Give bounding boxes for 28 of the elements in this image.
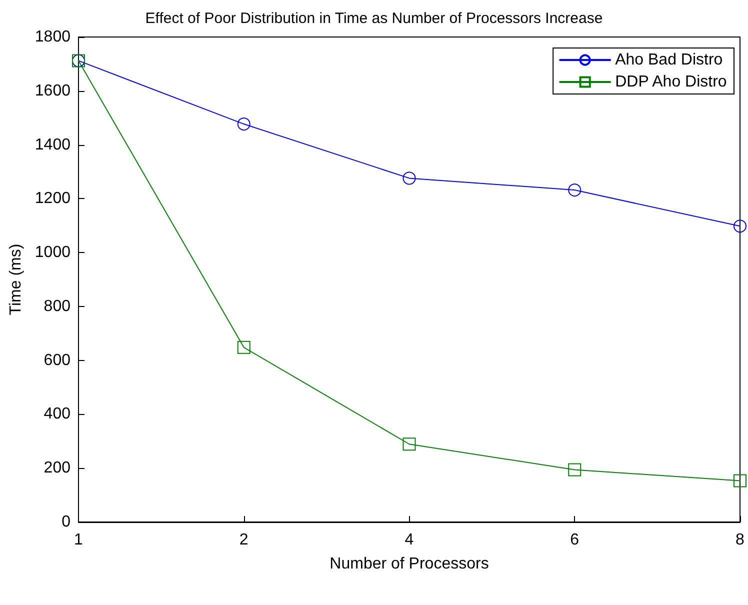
y-tick-label: 1200 xyxy=(34,190,71,208)
y-tick-label: 1600 xyxy=(34,82,71,100)
x-tick-label: 2 xyxy=(239,532,248,548)
x-tick-label: 6 xyxy=(570,532,580,548)
chart-title: Effect of Poor Distribution in Time as Number of Processors Increase xyxy=(145,10,603,27)
x-tick-label: 8 xyxy=(736,532,745,548)
y-tick-label: 1800 xyxy=(34,28,71,46)
y-tick-label: 400 xyxy=(44,406,71,423)
x-axis-title: Number of Processors xyxy=(330,556,489,572)
y-tick-label: 1000 xyxy=(34,244,71,262)
legend-label: Aho Bad Distro xyxy=(615,52,723,68)
y-tick-label: 200 xyxy=(44,460,71,477)
y-axis-title: Time (ms) xyxy=(8,244,24,316)
point xyxy=(237,118,250,131)
y-tick-label: 1400 xyxy=(34,136,71,154)
point xyxy=(734,220,746,233)
point xyxy=(237,340,250,354)
y-tick-label: 800 xyxy=(44,298,71,315)
x-tick-label: 4 xyxy=(404,532,414,548)
legend-label: DDP Aho Distro xyxy=(615,74,727,90)
point xyxy=(402,172,416,185)
point xyxy=(568,463,582,476)
point xyxy=(402,438,416,451)
y-tick-label: 0 xyxy=(62,514,71,530)
point xyxy=(568,184,582,197)
y-tick-label: 600 xyxy=(44,352,71,369)
point xyxy=(734,474,746,488)
x-tick-label: 1 xyxy=(74,532,84,548)
